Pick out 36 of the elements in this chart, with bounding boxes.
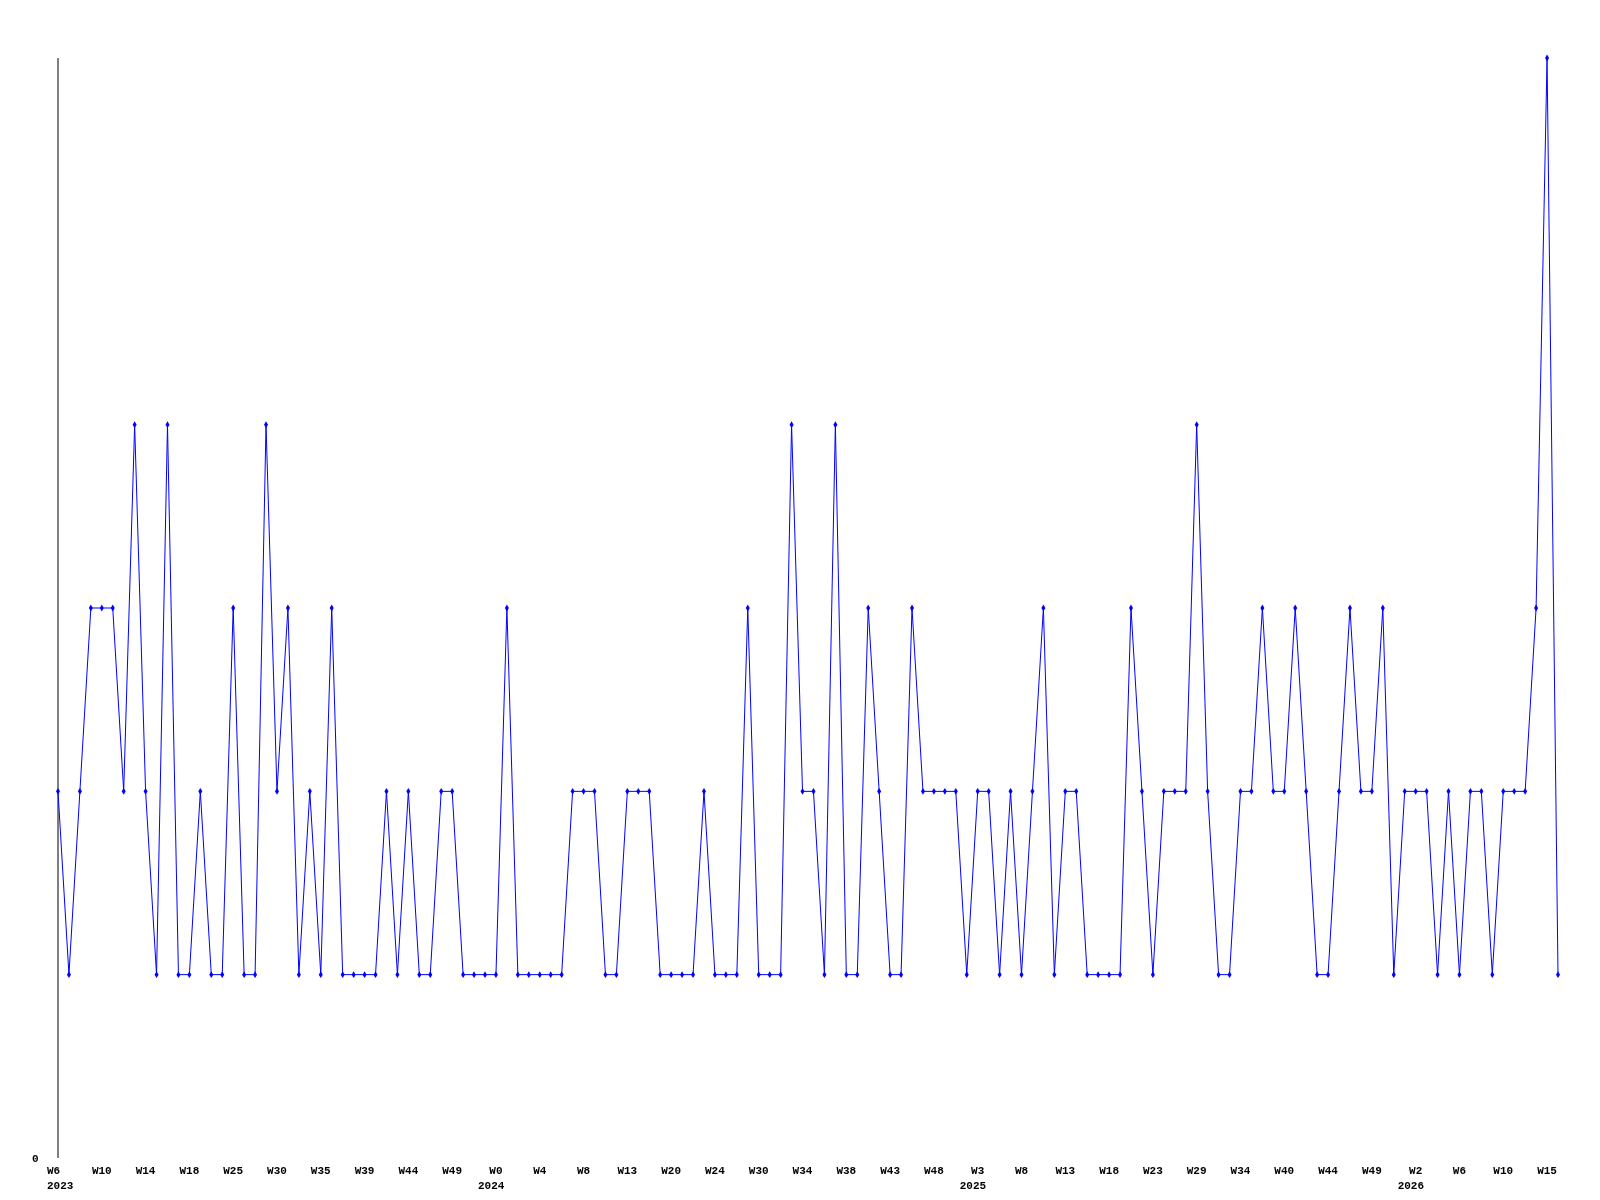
x-tick-label: W48 (924, 1165, 945, 1177)
x-tick-label: W15 (1537, 1165, 1558, 1177)
x-tick-label: W40 (1274, 1165, 1295, 1177)
x-tick-label: W49 (442, 1165, 463, 1177)
x-tick-label: W6 (1452, 1165, 1467, 1177)
text: 0 (32, 1153, 39, 1165)
x-tick-label: W10 (91, 1165, 112, 1177)
x-tick-label: W18 (1099, 1165, 1120, 1177)
x-tick-label: W34 (792, 1165, 813, 1177)
x-tick-label: W29 (1186, 1165, 1207, 1177)
x-tick-label: W18 (179, 1165, 200, 1177)
x-tick-label: W34 (1230, 1165, 1251, 1177)
x-tick-label: W39 (354, 1165, 375, 1177)
x-tick-label: W6 2023 (47, 1165, 74, 1192)
x-tick-label: W8 (576, 1165, 591, 1177)
x-tick-label: W13 (1055, 1165, 1076, 1177)
x-tick-label: W4 (533, 1165, 547, 1177)
x-tick-label: W20 (661, 1165, 682, 1177)
x-tick-label: W13 (617, 1165, 638, 1177)
x-tick-label: W44 (398, 1165, 419, 1177)
x-tick-label: W25 (223, 1165, 244, 1177)
x-tick-label: W10 (1493, 1165, 1514, 1177)
x-tick-label: W24 (705, 1165, 726, 1177)
x-tick-label: W30 (267, 1165, 287, 1177)
x-tick-label: W35 (310, 1165, 332, 1177)
x-tick-label: W30 (748, 1165, 769, 1177)
x-tick-label: W3 2025 (959, 1165, 987, 1192)
x-tick-label: W2 2026 (1397, 1165, 1425, 1192)
x-tick-label: W23 (1142, 1165, 1164, 1177)
x-tick-label: W43 (880, 1165, 901, 1177)
x-tick-label: W14 (135, 1165, 156, 1177)
x-tick-label: W49 (1361, 1165, 1382, 1177)
x-tick-label: W38 (836, 1165, 857, 1177)
x-tick-label: W0 2024 (477, 1165, 505, 1192)
x-tick-label: W8 (1014, 1165, 1029, 1177)
x-tick-label: W44 (1318, 1165, 1339, 1177)
